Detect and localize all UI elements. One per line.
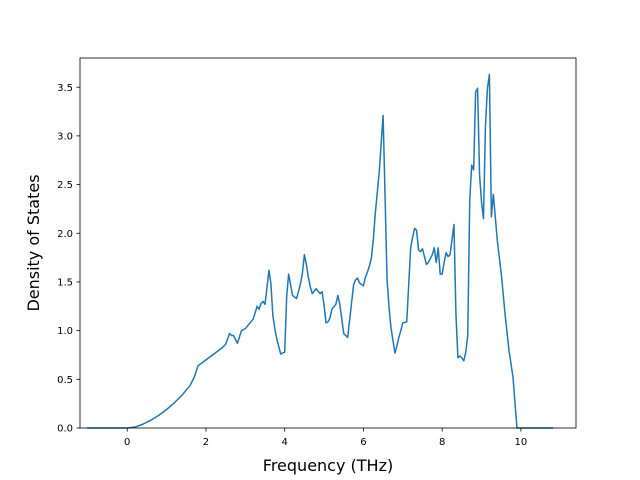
x-axis-label: Frequency (THz) <box>263 456 393 475</box>
x-tick-label: 6 <box>360 437 366 448</box>
y-tick-label: 1.5 <box>57 278 73 289</box>
x-tick-label: 2 <box>203 437 209 448</box>
y-tick-label: 2.5 <box>57 180 73 191</box>
y-tick-label: 3.0 <box>57 131 73 142</box>
dos-series-line <box>87 73 554 429</box>
x-axis-ticks: 0 2 4 6 8 10 <box>124 428 527 448</box>
y-tick-label: 3.5 <box>57 83 73 94</box>
x-tick-label: 10 <box>515 437 528 448</box>
y-tick-label: 0.0 <box>57 424 73 435</box>
x-tick-label: 4 <box>282 437 288 448</box>
y-tick-label: 1.0 <box>57 326 73 337</box>
x-tick-label: 8 <box>439 437 445 448</box>
y-tick-label: 0.5 <box>57 375 73 386</box>
series-layer <box>87 73 554 429</box>
plot-area-background <box>80 58 576 428</box>
plot-area-frame <box>79 57 577 429</box>
y-axis-ticks: 0.0 0.5 1.0 1.5 2.0 2.5 3.0 3.5 <box>57 83 80 435</box>
y-axis-label: Density of States <box>24 174 43 311</box>
y-tick-label: 2.0 <box>57 229 73 240</box>
x-tick-label: 0 <box>124 437 130 448</box>
